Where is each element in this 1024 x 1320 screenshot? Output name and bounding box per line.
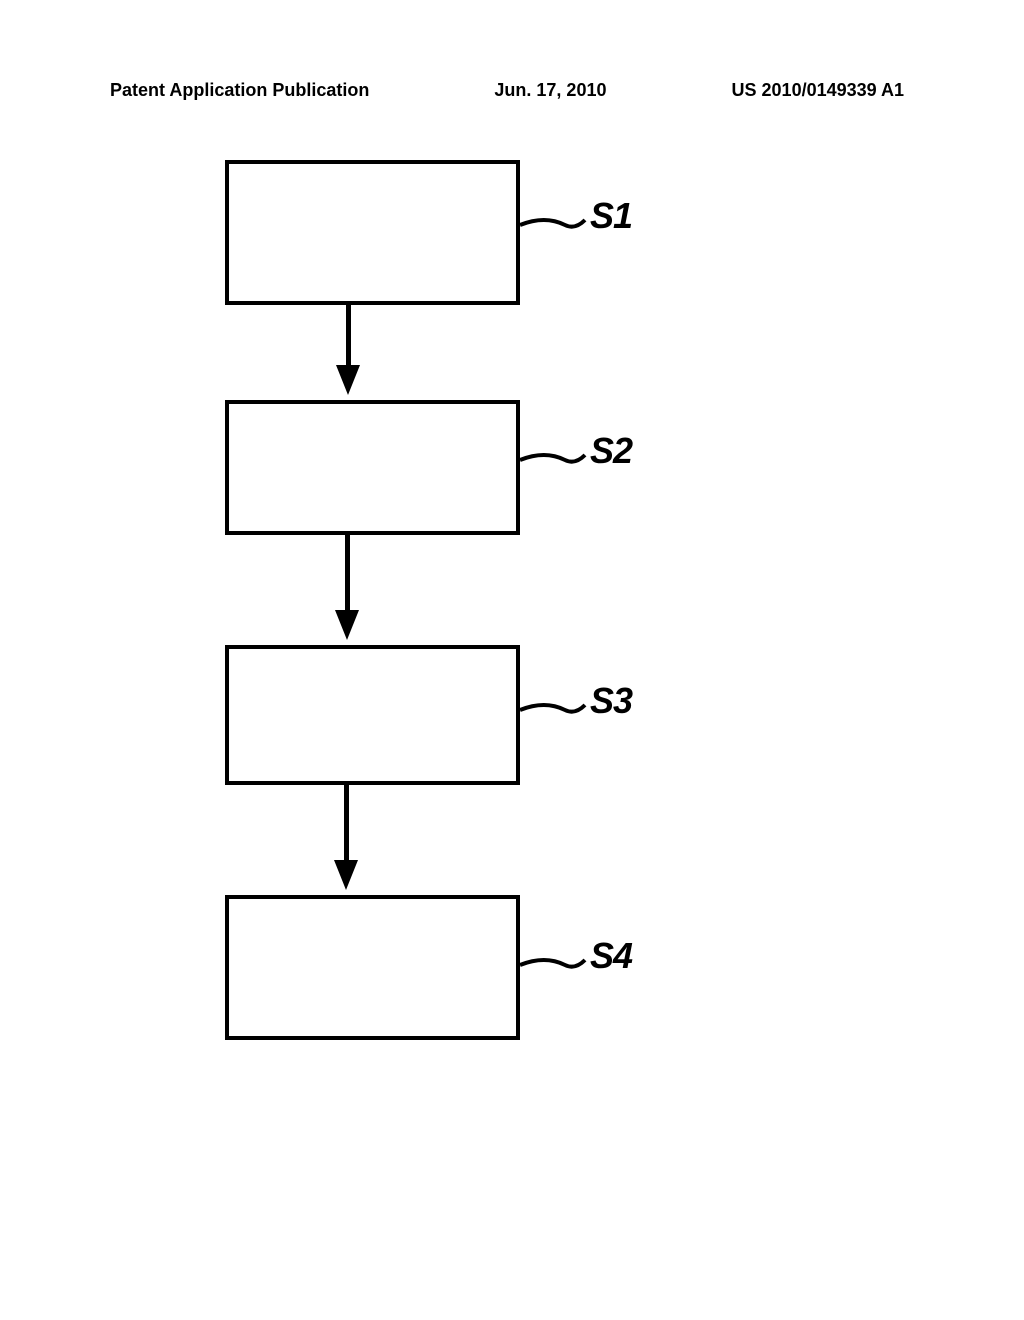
header-date: Jun. 17, 2010 [494,80,606,101]
label-s4: S4 [590,935,632,977]
header-publication-type: Patent Application Publication [110,80,369,101]
arrow-3-head-icon [334,860,358,890]
connector-3 [520,700,590,735]
arrow-2-head-icon [335,610,359,640]
flowchart-diagram: S1 S2 S3 S4 [0,140,1024,1140]
label-s1: S1 [590,195,632,237]
label-s2: S2 [590,430,632,472]
arrow-3-line [344,785,349,865]
arrow-1-head-icon [336,365,360,395]
connector-4 [520,955,590,990]
flowchart-step-4 [225,895,520,1040]
arrow-2-line [345,535,350,615]
flowchart-step-3 [225,645,520,785]
flowchart-step-2 [225,400,520,535]
header-publication-number: US 2010/0149339 A1 [732,80,904,101]
arrow-1-line [346,305,351,370]
label-s3: S3 [590,680,632,722]
document-header: Patent Application Publication Jun. 17, … [0,80,1024,101]
flowchart-step-1 [225,160,520,305]
connector-2 [520,450,590,485]
connector-1 [520,215,590,250]
